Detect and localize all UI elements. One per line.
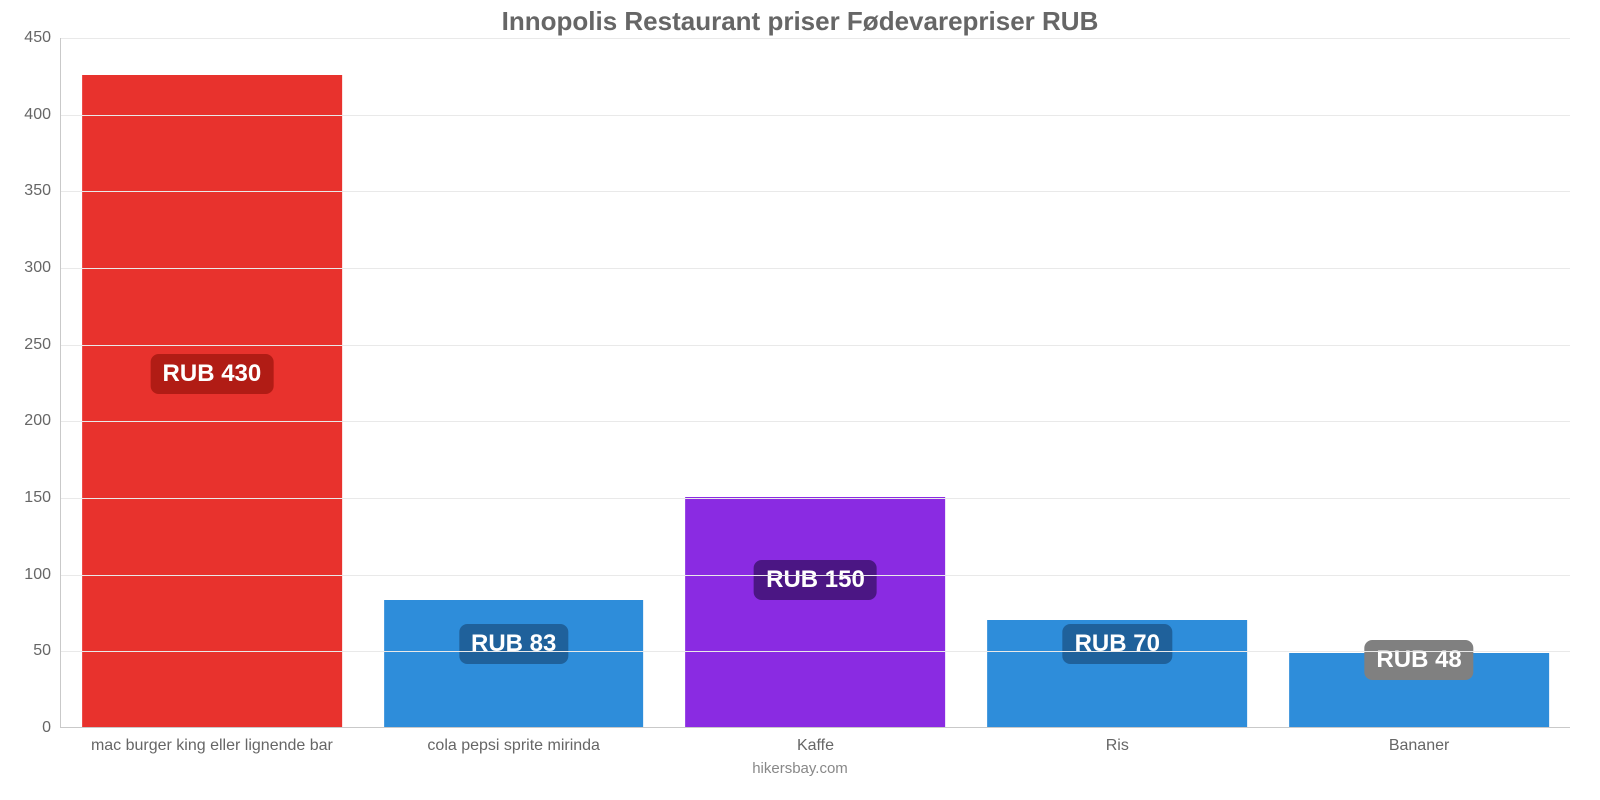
bar xyxy=(686,497,946,727)
gridline xyxy=(61,575,1570,576)
y-tick-label: 350 xyxy=(6,182,61,200)
bar-slot: cola pepsi sprite mirindaRUB 83 xyxy=(363,38,665,727)
bar-slot: RisRUB 70 xyxy=(966,38,1268,727)
chart-title: Innopolis Restaurant priser Fødevarepris… xyxy=(0,6,1600,37)
gridline xyxy=(61,421,1570,422)
bar-slot: mac burger king eller lignende barRUB 43… xyxy=(61,38,363,727)
bars-container: mac burger king eller lignende barRUB 43… xyxy=(61,38,1570,727)
x-tick-label: Ris xyxy=(966,727,1268,755)
price-bar-chart: Innopolis Restaurant priser Fødevarepris… xyxy=(0,0,1600,800)
gridline xyxy=(61,268,1570,269)
gridline xyxy=(61,651,1570,652)
y-tick-label: 450 xyxy=(6,29,61,47)
y-tick-label: 150 xyxy=(6,489,61,507)
x-tick-label: mac burger king eller lignende bar xyxy=(61,727,363,755)
y-tick-label: 50 xyxy=(6,642,61,660)
y-tick-label: 300 xyxy=(6,259,61,277)
value-badge: RUB 150 xyxy=(754,560,877,600)
gridline xyxy=(61,115,1570,116)
bar-slot: KaffeRUB 150 xyxy=(665,38,967,727)
gridline xyxy=(61,498,1570,499)
gridline xyxy=(61,38,1570,39)
gridline xyxy=(61,191,1570,192)
y-tick-label: 400 xyxy=(6,106,61,124)
plot-area: mac burger king eller lignende barRUB 43… xyxy=(60,38,1570,728)
bar xyxy=(82,75,342,727)
y-tick-label: 100 xyxy=(6,566,61,584)
value-badge: RUB 430 xyxy=(151,354,274,394)
y-tick-label: 0 xyxy=(6,719,61,737)
value-badge: RUB 70 xyxy=(1063,624,1172,664)
y-tick-label: 250 xyxy=(6,336,61,354)
value-badge: RUB 48 xyxy=(1364,640,1473,680)
value-badge: RUB 83 xyxy=(459,624,568,664)
x-tick-label: cola pepsi sprite mirinda xyxy=(363,727,665,755)
gridline xyxy=(61,345,1570,346)
y-tick-label: 200 xyxy=(6,412,61,430)
source-caption: hikersbay.com xyxy=(0,760,1600,777)
bar-slot: BananerRUB 48 xyxy=(1268,38,1570,727)
x-tick-label: Bananer xyxy=(1268,727,1570,755)
x-tick-label: Kaffe xyxy=(665,727,967,755)
